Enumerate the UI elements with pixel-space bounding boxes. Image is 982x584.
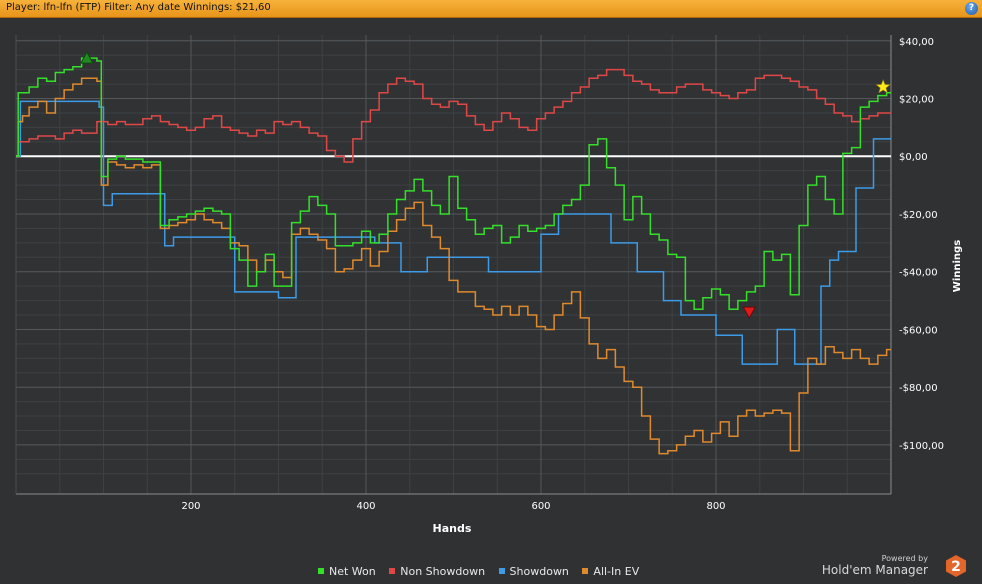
x-tick-label: 600 [531,501,550,512]
axis-ticks: $40,00 $20,00 $0,00 -$20,00 -$40,00 -$60,00 -$… [181,37,944,512]
y-tick-label: -$100,00 [899,441,944,452]
product-name: Hold'em Manager [821,563,928,577]
y-tick-label: -$80,00 [899,383,938,394]
y-tick-label: -$60,00 [899,325,938,336]
legend-swatch [318,568,324,574]
max-marker [80,51,94,64]
min-marker [742,306,757,320]
grid [15,35,892,495]
series-lines [16,57,891,455]
winnings-chart: $40,00 $20,00 $0,00 -$20,00 -$40,00 -$60,00 -$… [15,35,963,535]
y-tick-label: -$20,00 [899,210,938,221]
legend-label: All-In EV [593,565,640,578]
x-tick-label: 800 [706,501,725,512]
help-icon[interactable]: ? [965,2,978,15]
legend-label: Showdown [509,565,569,578]
branding: Powered by Hold'em Manager 2 [808,554,968,580]
legend: Net Won Non Showdown Showdown All-In EV [318,565,649,578]
title-bar-text: Player: lfn-lfn (FTP) Filter: Any date W… [6,2,271,13]
legend-swatch [582,568,589,574]
logo-digit: 2 [951,559,961,575]
powered-by-text: Powered by [881,554,928,563]
y-tick-label: $40,00 [899,37,934,48]
current-star-marker [875,79,891,94]
y-axis-label: Winnings [952,240,963,292]
x-axis-label: Hands [433,522,472,535]
legend-label: Non Showdown [400,565,486,578]
series-line-all-in-ev [16,77,891,455]
series-line-non-showdown [16,68,891,163]
legend-swatch [389,568,396,574]
y-tick-label: -$40,00 [899,268,938,279]
legend-item-all-in-ev[interactable]: All-In EV [582,565,639,578]
y-tick-label: $20,00 [899,95,934,106]
legend-label: Net Won [329,565,376,578]
legend-swatch [498,568,505,574]
hem2-logo-icon: 2 [946,555,966,577]
title-bar: Player: lfn-lfn (FTP) Filter: Any date W… [0,0,982,18]
legend-item-showdown[interactable]: Showdown [498,565,569,578]
y-tick-label: $0,00 [899,152,928,163]
legend-item-net-won[interactable]: Net Won [318,565,376,578]
legend-item-non-showdown[interactable]: Non Showdown [389,565,485,578]
series-line-net-won [16,57,891,310]
x-tick-label: 200 [181,501,200,512]
series-markers [80,51,891,320]
series-line-showdown [16,100,891,365]
x-tick-label: 400 [356,501,375,512]
